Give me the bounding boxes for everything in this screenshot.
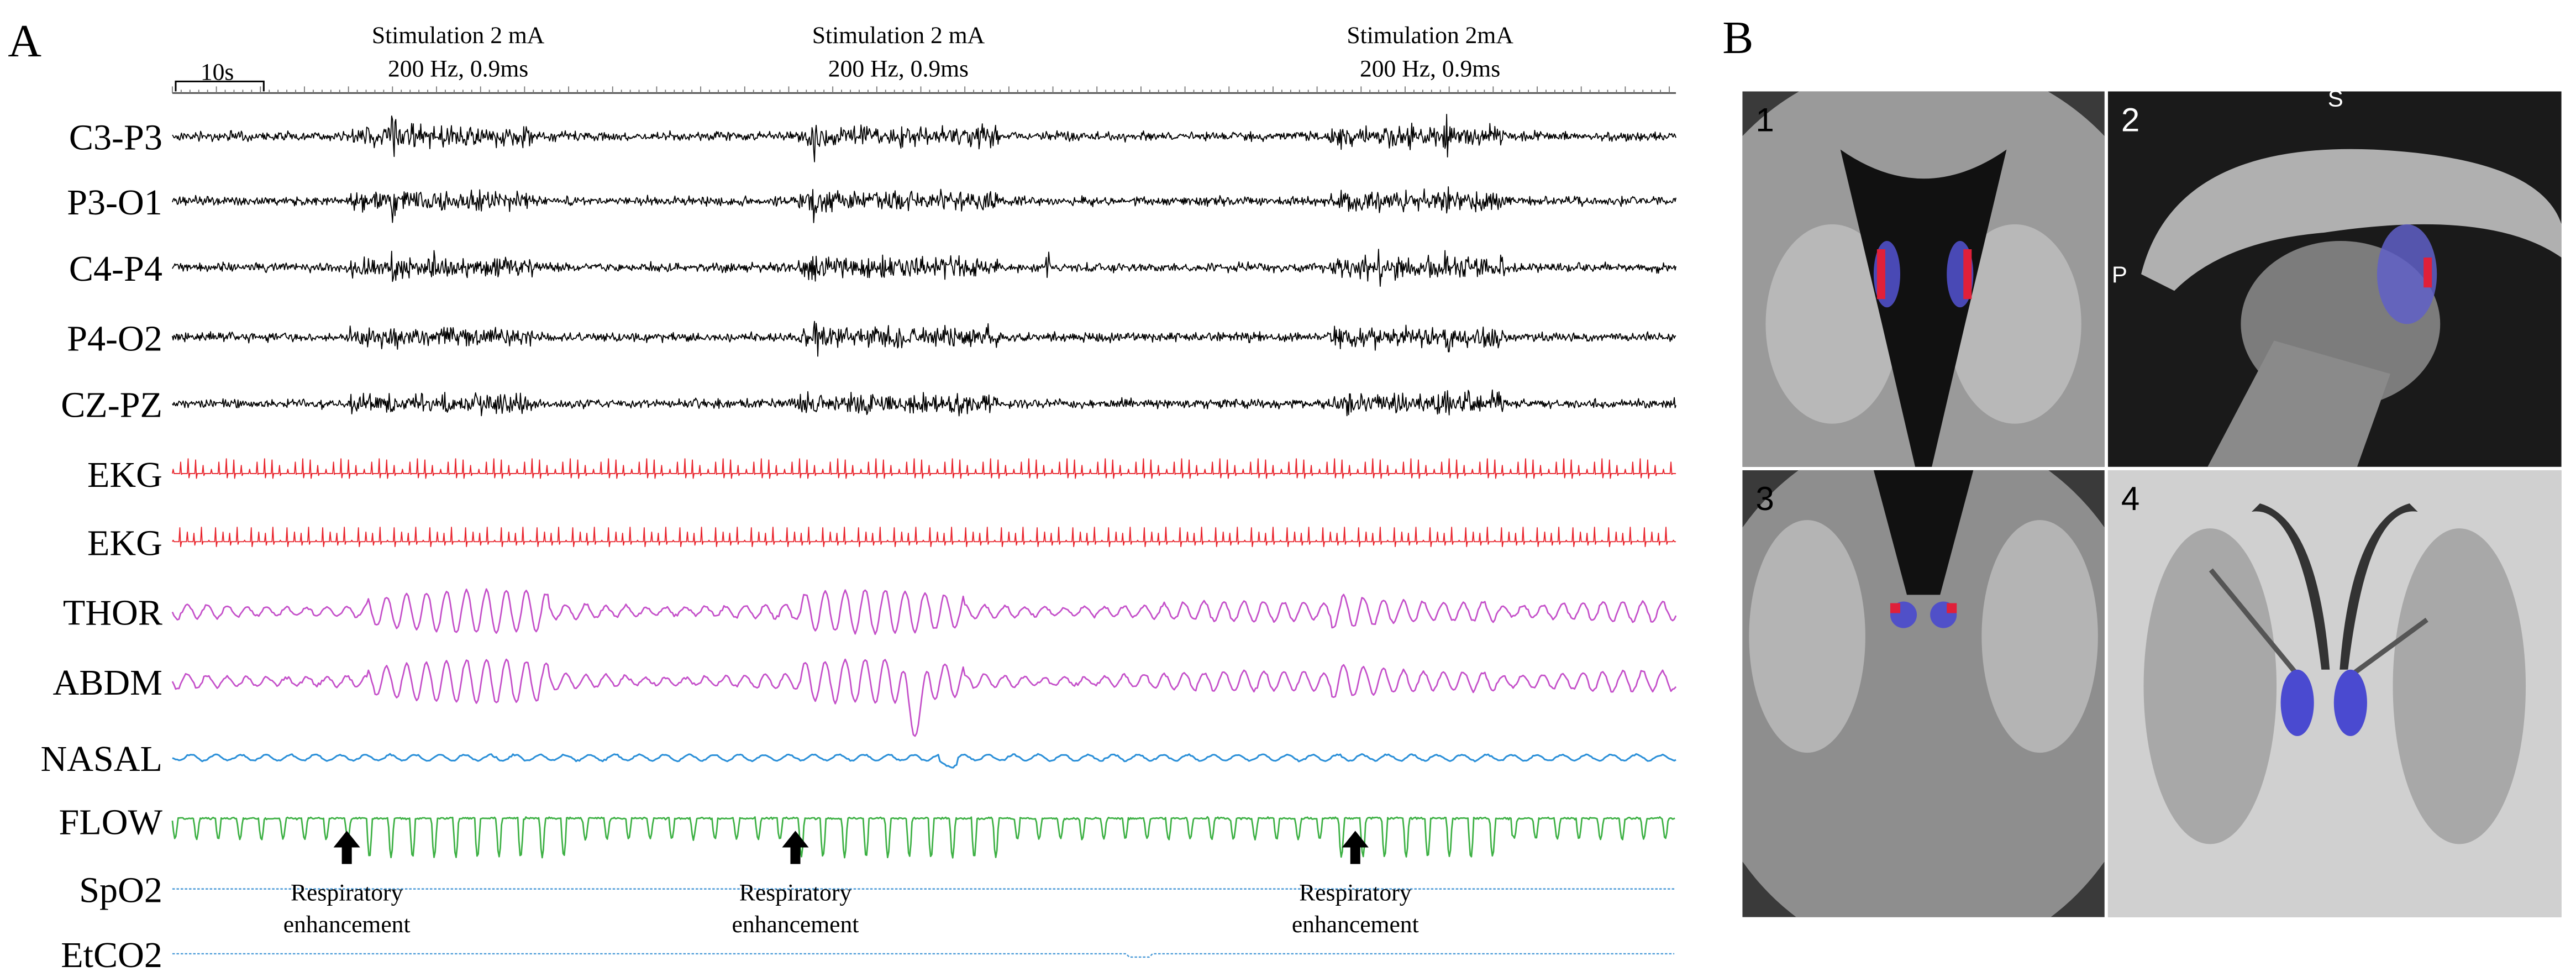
panel-label: A (8, 15, 41, 67)
signal-trace (172, 186, 1676, 223)
tissue (2143, 528, 2277, 844)
scale-bar-label: 10s (201, 59, 234, 85)
channel-label: EKG (87, 455, 162, 495)
annotation: Respiratory (739, 880, 852, 906)
panel-number: 3 (1755, 480, 1774, 517)
target (2377, 224, 2437, 324)
panel-number: 2 (2121, 102, 2139, 139)
tissue (1981, 520, 2098, 753)
stimulation-params: 200 Hz, 0.9ms (1360, 55, 1500, 82)
tissue (1765, 224, 1899, 424)
orientation: P (2112, 261, 2127, 287)
arrow (1342, 831, 1369, 864)
annotation: enhancement (732, 911, 859, 938)
stimulation-params: 200 Hz, 0.9ms (388, 55, 528, 82)
mri-panel (2107, 91, 2562, 467)
panel-number: 4 (2121, 480, 2139, 517)
channel-label: P3-O1 (67, 182, 162, 223)
mri-panel (2107, 470, 2562, 917)
channel-label: SpO2 (79, 870, 162, 911)
signal-trace (172, 249, 1676, 287)
annotation: enhancement (1292, 911, 1419, 938)
signal-trace (171, 816, 1675, 859)
target-core (1890, 603, 1901, 613)
channel-label: NASAL (40, 739, 162, 779)
target-right (2333, 669, 2367, 737)
mri-panel (1742, 470, 2105, 917)
ventricle (1840, 149, 2007, 467)
electrode (2209, 568, 2306, 685)
channel-label: EKG (87, 523, 162, 563)
arrow (333, 831, 360, 864)
orientation: S (2328, 85, 2343, 111)
tissue (2393, 528, 2526, 844)
channel-label: C4-P4 (69, 249, 162, 289)
signal-trace (172, 527, 1676, 548)
channel-label: FLOW (59, 802, 163, 842)
target-core (1876, 249, 1885, 300)
target-core (1947, 603, 1957, 613)
stimulation-label: Stimulation 2 mA (372, 22, 545, 49)
brainstem (2207, 340, 2391, 467)
panel-number: 1 (1755, 102, 1774, 139)
channel-label: C3-P3 (69, 118, 162, 158)
tissue (1948, 224, 2081, 424)
tissue (1749, 520, 1865, 753)
mri-panel (1742, 91, 2105, 467)
target-left (2280, 669, 2314, 737)
corpus-callosum (2141, 149, 2562, 291)
channel-label: P4-O2 (67, 318, 162, 359)
signal-trace (172, 389, 1676, 417)
scale-bar (175, 80, 265, 92)
ventricle (1873, 470, 1974, 595)
target-core (1963, 249, 1972, 300)
annotation: Respiratory (291, 880, 403, 906)
channel-label: THOR (63, 593, 163, 633)
panel-label: B (1722, 12, 1753, 64)
channel-label: ABDM (52, 663, 162, 703)
target-core (2423, 258, 2432, 288)
annotation: enhancement (283, 911, 411, 938)
signal-trace (172, 321, 1676, 357)
ventricle (2251, 503, 2418, 670)
signal-trace (172, 953, 1675, 958)
traces: Stimulation 2 mA 200 Hz, 0.9ms Stimulation… (40, 22, 1677, 975)
ruler-ticks (172, 86, 1670, 93)
signal-trace (172, 113, 1676, 162)
signal-trace (171, 658, 1677, 737)
signal-trace (172, 753, 1676, 769)
arrow (782, 831, 809, 864)
annotation: Respiratory (1299, 880, 1412, 906)
stimulation-label: Stimulation 2 mA (812, 22, 985, 49)
stimulation-params: 200 Hz, 0.9ms (828, 55, 969, 82)
channel-label: CZ-PZ (61, 385, 162, 426)
signal-trace (171, 588, 1677, 635)
channel-label: EtCO2 (61, 935, 162, 975)
mri-panels: 1 2 3 4 S P (1742, 85, 2562, 917)
stimulation-label: Stimulation 2mA (1347, 22, 1513, 49)
signal-trace (172, 458, 1676, 479)
